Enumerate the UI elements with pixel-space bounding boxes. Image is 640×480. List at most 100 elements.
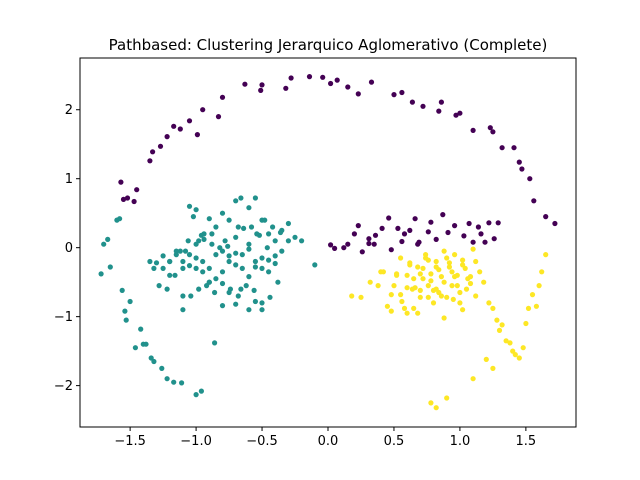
data-point xyxy=(428,400,434,406)
data-point xyxy=(180,258,186,265)
data-point xyxy=(355,223,361,229)
data-point xyxy=(404,285,410,291)
data-point xyxy=(177,126,183,132)
data-point xyxy=(482,239,488,245)
data-point xyxy=(358,294,364,300)
data-point xyxy=(248,224,255,230)
data-point xyxy=(466,220,472,227)
data-point xyxy=(531,198,537,204)
data-point xyxy=(520,345,526,351)
data-point xyxy=(438,293,444,299)
data-point xyxy=(156,283,162,289)
data-point xyxy=(159,365,165,371)
data-point xyxy=(457,289,463,296)
data-point xyxy=(395,225,401,231)
data-point xyxy=(452,223,458,229)
data-point xyxy=(239,265,245,271)
data-point xyxy=(233,250,239,256)
data-point xyxy=(233,234,239,240)
data-point xyxy=(463,286,470,292)
data-point xyxy=(351,231,357,237)
data-point xyxy=(345,241,351,247)
data-point xyxy=(285,220,291,227)
data-point xyxy=(444,255,450,261)
data-point xyxy=(267,294,273,300)
data-point xyxy=(219,94,226,100)
data-point xyxy=(433,405,439,411)
data-point xyxy=(185,238,191,244)
data-point xyxy=(417,294,423,300)
data-point xyxy=(98,271,104,277)
data-point xyxy=(206,279,212,285)
data-point xyxy=(212,289,218,296)
data-point xyxy=(441,279,447,285)
data-point xyxy=(470,376,476,382)
data-point xyxy=(120,196,127,202)
data-point xyxy=(283,85,289,91)
data-point xyxy=(460,257,466,263)
data-point xyxy=(470,239,476,245)
data-point xyxy=(536,283,542,289)
data-point xyxy=(470,246,476,252)
data-point xyxy=(270,224,276,230)
data-point xyxy=(209,231,215,237)
data-point xyxy=(425,229,431,235)
data-point xyxy=(452,252,458,258)
data-point xyxy=(438,274,444,280)
data-point xyxy=(259,300,265,306)
data-point xyxy=(371,241,377,247)
data-point xyxy=(243,283,249,289)
data-point xyxy=(533,303,540,309)
data-point xyxy=(186,203,193,209)
data-point xyxy=(461,233,467,239)
data-point xyxy=(483,356,489,362)
data-point xyxy=(345,84,351,90)
data-point xyxy=(219,303,226,309)
data-point xyxy=(440,212,446,218)
data-point xyxy=(449,283,455,289)
data-point xyxy=(450,296,456,302)
data-point xyxy=(433,236,439,242)
data-point xyxy=(495,220,501,226)
data-point xyxy=(436,108,442,114)
data-point xyxy=(193,207,199,213)
data-point xyxy=(177,248,183,254)
data-point xyxy=(252,264,258,270)
x-tick-label: −0.5 xyxy=(246,434,278,449)
x-tick-label: −1.0 xyxy=(180,434,212,449)
data-point xyxy=(226,258,232,265)
data-point xyxy=(219,269,226,275)
x-tick-label: 1.5 xyxy=(516,434,537,449)
data-point xyxy=(151,358,157,365)
data-point xyxy=(398,292,404,298)
data-point xyxy=(124,195,131,201)
data-point xyxy=(449,269,455,275)
data-point xyxy=(246,274,252,280)
data-point xyxy=(391,283,397,289)
data-point xyxy=(430,300,437,306)
data-point xyxy=(235,293,241,299)
data-point xyxy=(473,258,479,265)
data-point xyxy=(198,232,204,238)
data-point xyxy=(200,258,206,265)
data-point xyxy=(465,276,471,282)
data-point xyxy=(367,279,373,285)
data-point xyxy=(190,214,196,220)
data-point xyxy=(411,276,417,282)
data-point xyxy=(433,264,439,270)
data-point xyxy=(266,269,272,275)
data-point xyxy=(519,166,525,172)
x-tick-label: 1.0 xyxy=(450,434,471,449)
data-point xyxy=(173,252,179,258)
data-point xyxy=(172,272,178,278)
data-point xyxy=(105,236,111,242)
data-point xyxy=(226,217,232,223)
data-point xyxy=(164,286,170,292)
data-point xyxy=(441,248,447,254)
data-point xyxy=(180,307,186,313)
data-point xyxy=(219,280,226,287)
data-point xyxy=(490,305,496,311)
data-point xyxy=(425,257,431,263)
data-point xyxy=(219,210,226,216)
data-point xyxy=(150,149,156,155)
